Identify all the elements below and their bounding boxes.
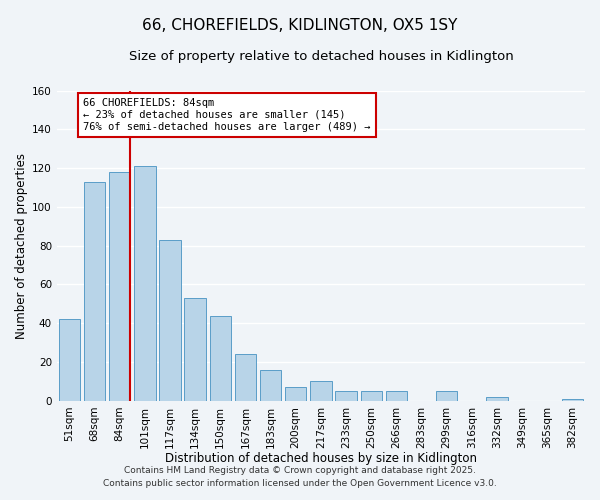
- Bar: [310, 382, 332, 401]
- Bar: [386, 391, 407, 401]
- Bar: [159, 240, 181, 401]
- X-axis label: Distribution of detached houses by size in Kidlington: Distribution of detached houses by size …: [165, 452, 477, 465]
- Bar: [285, 388, 307, 401]
- Y-axis label: Number of detached properties: Number of detached properties: [15, 152, 28, 338]
- Bar: [59, 320, 80, 401]
- Bar: [361, 391, 382, 401]
- Bar: [209, 316, 231, 401]
- Bar: [486, 397, 508, 401]
- Bar: [562, 399, 583, 401]
- Bar: [235, 354, 256, 401]
- Bar: [184, 298, 206, 401]
- Bar: [260, 370, 281, 401]
- Bar: [84, 182, 105, 401]
- Bar: [109, 172, 130, 401]
- Bar: [436, 391, 457, 401]
- Title: Size of property relative to detached houses in Kidlington: Size of property relative to detached ho…: [128, 50, 513, 63]
- Bar: [134, 166, 155, 401]
- Text: Contains HM Land Registry data © Crown copyright and database right 2025.
Contai: Contains HM Land Registry data © Crown c…: [103, 466, 497, 487]
- Bar: [335, 391, 357, 401]
- Text: 66 CHOREFIELDS: 84sqm
← 23% of detached houses are smaller (145)
76% of semi-det: 66 CHOREFIELDS: 84sqm ← 23% of detached …: [83, 98, 371, 132]
- Text: 66, CHOREFIELDS, KIDLINGTON, OX5 1SY: 66, CHOREFIELDS, KIDLINGTON, OX5 1SY: [142, 18, 458, 32]
